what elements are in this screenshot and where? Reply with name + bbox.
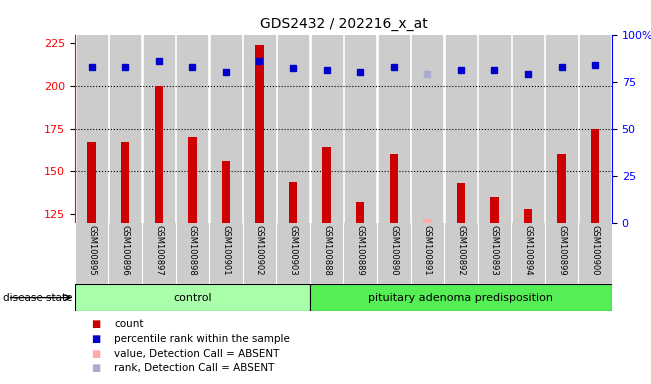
Bar [423, 219, 432, 223]
Bar [177, 35, 208, 223]
Text: control: control [173, 293, 212, 303]
Bar [356, 202, 365, 223]
Bar [524, 209, 533, 223]
Bar [222, 161, 230, 223]
Bar [345, 35, 375, 223]
Text: ■: ■ [91, 349, 100, 359]
Bar [513, 35, 543, 223]
Bar [546, 35, 577, 223]
Bar [87, 142, 96, 223]
Text: GSM100894: GSM100894 [523, 225, 533, 275]
Text: GSM100903: GSM100903 [288, 225, 298, 275]
Text: GSM100890: GSM100890 [389, 225, 398, 275]
Text: GSM100898: GSM100898 [188, 225, 197, 275]
Text: ■: ■ [91, 334, 100, 344]
Bar [310, 284, 612, 311]
Text: GSM100892: GSM100892 [456, 225, 465, 275]
Text: GSM100896: GSM100896 [120, 225, 130, 275]
Text: disease state: disease state [3, 293, 73, 303]
Bar [580, 35, 610, 223]
Text: count: count [114, 319, 143, 329]
Bar [446, 35, 476, 223]
Bar [278, 35, 308, 223]
Bar [412, 35, 443, 223]
Bar [144, 35, 174, 223]
Text: GSM100888: GSM100888 [322, 225, 331, 275]
Bar [244, 35, 275, 223]
Text: GSM100902: GSM100902 [255, 225, 264, 275]
Text: ■: ■ [91, 319, 100, 329]
Text: GSM100901: GSM100901 [221, 225, 230, 275]
Text: GSM100893: GSM100893 [490, 225, 499, 275]
Bar [110, 35, 141, 223]
Bar [154, 86, 163, 223]
Bar [557, 154, 566, 223]
Text: ■: ■ [91, 363, 100, 373]
Bar [289, 182, 298, 223]
Bar [479, 35, 510, 223]
Title: GDS2432 / 202216_x_at: GDS2432 / 202216_x_at [260, 17, 427, 31]
Text: GSM100897: GSM100897 [154, 225, 163, 275]
Bar [312, 35, 342, 223]
Text: rank, Detection Call = ABSENT: rank, Detection Call = ABSENT [114, 363, 274, 373]
Text: value, Detection Call = ABSENT: value, Detection Call = ABSENT [114, 349, 279, 359]
Bar [121, 142, 130, 223]
Text: GSM100899: GSM100899 [557, 225, 566, 275]
Text: GSM100889: GSM100889 [355, 225, 365, 275]
Text: GSM100891: GSM100891 [422, 225, 432, 275]
Bar [211, 35, 241, 223]
Bar [389, 154, 398, 223]
Bar [322, 147, 331, 223]
Text: pituitary adenoma predisposition: pituitary adenoma predisposition [368, 293, 553, 303]
Bar [188, 137, 197, 223]
Bar [77, 35, 107, 223]
Text: GSM100895: GSM100895 [87, 225, 96, 275]
Bar [379, 35, 409, 223]
Bar [490, 197, 499, 223]
Bar [255, 45, 264, 223]
Text: GSM100900: GSM100900 [590, 225, 600, 275]
Bar [591, 129, 600, 223]
Bar [457, 184, 465, 223]
Bar [75, 284, 310, 311]
Text: percentile rank within the sample: percentile rank within the sample [114, 334, 290, 344]
